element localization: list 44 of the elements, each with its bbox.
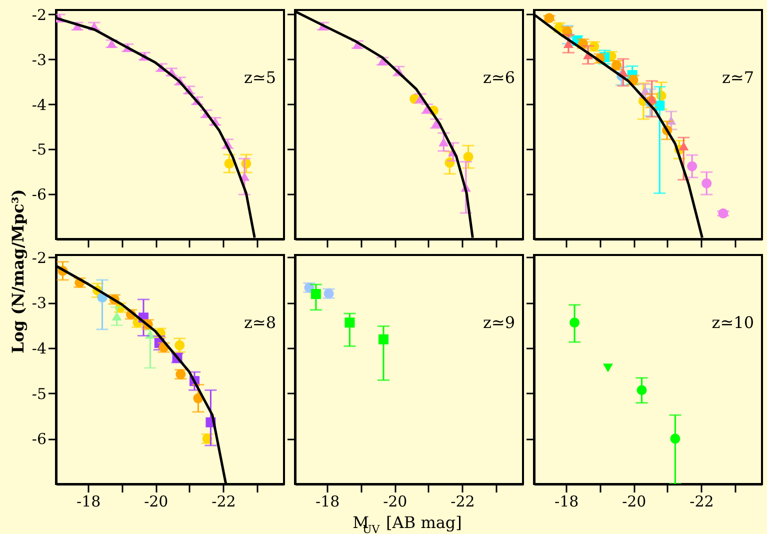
point	[636, 385, 647, 396]
y-tick-label: -4	[32, 339, 46, 358]
point	[310, 289, 321, 299]
y-axis-title: Log (N/mag/Mpc³)	[8, 189, 28, 354]
x-tick-label: -20	[622, 492, 646, 510]
y-tick-label: -4	[32, 96, 46, 114]
y-tick-label: -6	[32, 430, 46, 448]
point	[563, 39, 574, 48]
point	[702, 178, 712, 188]
x-tick-label: -22	[212, 492, 236, 510]
point	[602, 364, 613, 372]
y-tick-label: -6	[32, 186, 46, 204]
point	[570, 318, 580, 328]
y-tick-label: -3	[32, 294, 46, 312]
x-tick-label: -22	[690, 492, 714, 510]
y-tick-label: -2	[32, 6, 46, 24]
point	[378, 334, 388, 344]
annotation: z≃6	[482, 68, 515, 87]
y-tick-label: -5	[32, 384, 46, 403]
x-tick-label: -18	[76, 492, 101, 510]
annotation: z≃10	[712, 313, 754, 332]
x-tick-label: -18	[554, 492, 579, 510]
y-tick-label: -3	[32, 50, 46, 69]
point	[718, 208, 728, 218]
point	[678, 142, 689, 150]
annotation: z≃5	[244, 68, 276, 87]
point	[112, 312, 122, 321]
point	[463, 152, 474, 162]
y-tick-label: -2	[32, 248, 46, 267]
x-tick-label: -18	[316, 492, 340, 510]
point	[174, 340, 185, 350]
point	[438, 138, 449, 146]
y-tick-label: -5	[32, 140, 46, 159]
annotation: z≃7	[722, 68, 754, 87]
x-tick-label: -20	[383, 492, 408, 510]
point	[687, 161, 698, 172]
x-tick-label: -22	[450, 492, 475, 510]
annotation: z≃9	[482, 313, 515, 332]
x-axis-title: MUV [AB mag]	[352, 513, 462, 534]
x-tick-label: -20	[144, 492, 168, 510]
annotation: z≃8	[244, 313, 276, 332]
point	[224, 158, 234, 169]
point	[344, 318, 355, 328]
point	[670, 434, 680, 444]
